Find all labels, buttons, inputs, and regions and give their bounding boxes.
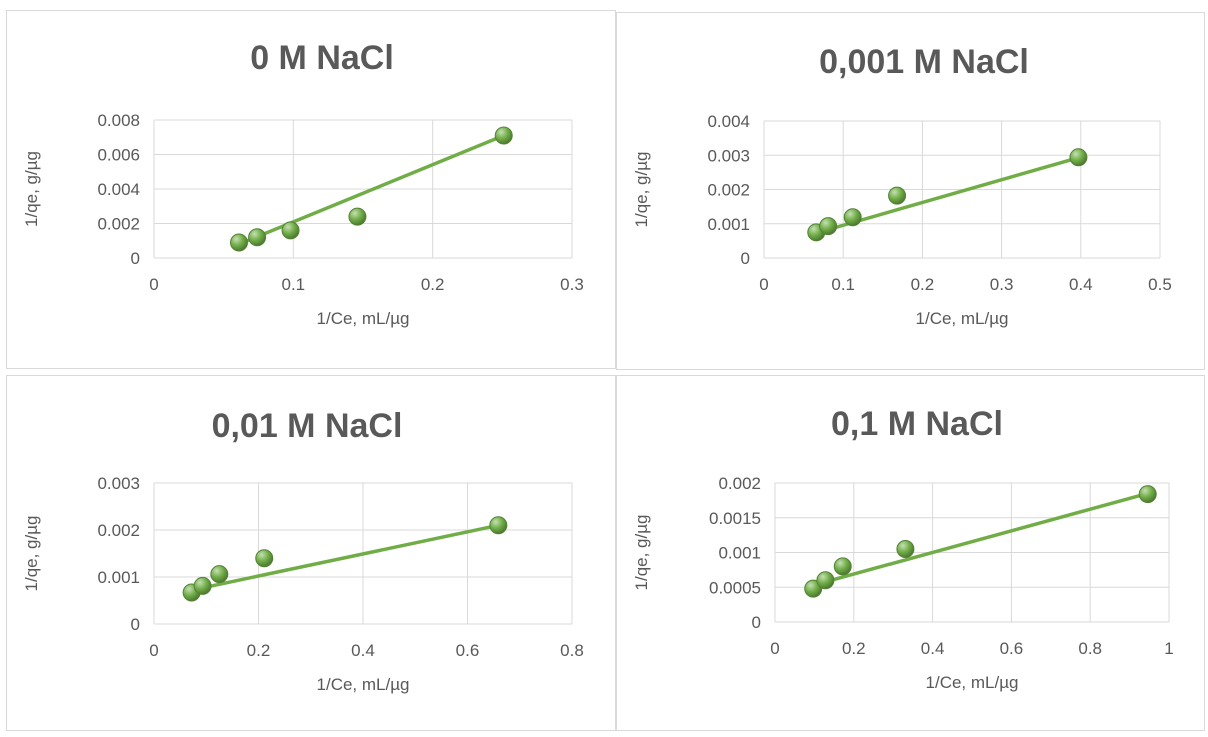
y-tick-label: 0.003 [97, 474, 140, 493]
trendline [237, 133, 506, 246]
x-tick-label: 0.1 [282, 275, 306, 294]
y-tick-label: 0.0005 [709, 578, 761, 597]
x-tick-label: 0.2 [421, 275, 445, 294]
data-point [210, 565, 229, 584]
y-tick-label: 0.002 [707, 181, 750, 200]
x-tick-label: 1 [1164, 639, 1173, 658]
chart-title: 0,001 M NaCl [819, 43, 1029, 81]
data-point [896, 540, 915, 559]
chart-panel-0-001-m-nacl: 0,001 M NaCl 0 0.001 0.002 0.003 0.004 0 0.1 0.2… [616, 12, 1205, 370]
x-axis-label: 1/Ce, mL/µg [317, 309, 410, 328]
x-tick-label: 0.6 [456, 641, 480, 660]
x-tick-label: 0.2 [911, 275, 935, 294]
y-tick-label: 0 [131, 615, 140, 634]
data-point [494, 126, 513, 145]
x-axis-label: 1/Ce, mL/µg [926, 673, 1019, 692]
y-axis-label: 1/qe, g/µg [632, 515, 651, 591]
y-tick-label: 0.003 [707, 146, 750, 165]
x-axis-label: 1/Ce, mL/µg [317, 675, 410, 694]
x-tick-label: 0.8 [560, 641, 584, 660]
chart-0-01-m-nacl: 0,01 M NaCl 0 0.001 0.002 0.003 0 0.2 0.4 0.6 0.8… [22, 407, 584, 694]
y-tick-label: 0.004 [97, 180, 140, 199]
data-point [819, 217, 838, 236]
chart-title: 0 M NaCl [250, 39, 394, 77]
trendline [811, 491, 1150, 587]
x-tick-label: 0 [770, 639, 779, 658]
trendline [189, 523, 501, 592]
x-tick-label: 0.2 [247, 641, 271, 660]
data-point [193, 576, 212, 595]
x-tick-label: 0 [759, 275, 768, 294]
data-point [348, 207, 367, 226]
data-point [1069, 148, 1088, 167]
y-axis-label: 1/qe, g/µg [22, 516, 41, 592]
data-point [281, 221, 300, 240]
y-tick-label: 0.001 [718, 544, 761, 563]
y-axis-label: 1/qe, g/µg [22, 151, 41, 227]
x-tick-label: 0.8 [1078, 639, 1102, 658]
y-tick-label: 0.001 [97, 568, 140, 587]
chart-title: 0,01 M NaCl [212, 407, 403, 445]
chart-panel-0-1-m-nacl: 0,1 M NaCl 0 0.0005 0.001 0.0015 0.002 0 0.2 0.4… [616, 375, 1205, 731]
data-point [489, 516, 508, 535]
y-tick-label: 0.002 [97, 521, 140, 540]
chart-panel-0-01-m-nacl: 0,01 M NaCl 0 0.001 0.002 0.003 0 0.2 0.4 0.6 0.8… [6, 375, 616, 731]
data-point [816, 571, 835, 590]
chart-0-1-m-nacl: 0,1 M NaCl 0 0.0005 0.001 0.0015 0.002 0 0.2 0.4… [632, 405, 1174, 692]
data-point [255, 549, 274, 568]
chart-title: 0,1 M NaCl [831, 405, 1003, 443]
x-tick-label: 0.6 [1000, 639, 1024, 658]
chart-panel-0-m-nacl: 0 M NaCl 0 0.002 0.004 0.006 0.008 0 0.1 0.2 0.3 1… [6, 10, 616, 369]
data-point [229, 233, 248, 252]
x-tick-label: 0.1 [831, 275, 855, 294]
y-tick-label: 0.006 [97, 146, 140, 165]
x-tick-label: 0.3 [560, 275, 584, 294]
x-tick-label: 0.4 [351, 641, 375, 660]
data-point [1138, 485, 1157, 504]
x-tick-label: 0.5 [1148, 275, 1172, 294]
chart-0-m-nacl: 0 M NaCl 0 0.002 0.004 0.006 0.008 0 0.1 0.2 0.3 1… [22, 39, 584, 328]
data-point [843, 208, 862, 227]
y-tick-label: 0.0015 [709, 509, 761, 528]
x-tick-label: 0 [149, 275, 158, 294]
chart-0-001-m-nacl: 0,001 M NaCl 0 0.001 0.002 0.003 0.004 0 0.1 0.2… [632, 43, 1172, 328]
data-point [888, 186, 907, 205]
data-point [248, 228, 267, 247]
y-axis-label: 1/qe, g/µg [632, 152, 651, 228]
y-tick-label: 0 [131, 249, 140, 268]
y-tick-label: 0 [741, 249, 750, 268]
x-tick-label: 0 [149, 641, 158, 660]
y-tick-label: 0.004 [707, 112, 750, 131]
y-tick-label: 0.002 [718, 474, 761, 493]
y-tick-label: 0.008 [97, 111, 140, 130]
x-tick-label: 0.4 [1069, 275, 1093, 294]
x-axis-label: 1/Ce, mL/µg [916, 309, 1009, 328]
data-point [833, 557, 852, 576]
y-tick-label: 0 [752, 613, 761, 632]
x-tick-label: 0.4 [921, 639, 945, 658]
x-tick-label: 0.3 [990, 275, 1014, 294]
x-tick-label: 0.2 [842, 639, 866, 658]
y-tick-label: 0.002 [97, 215, 140, 234]
y-tick-label: 0.001 [707, 215, 750, 234]
